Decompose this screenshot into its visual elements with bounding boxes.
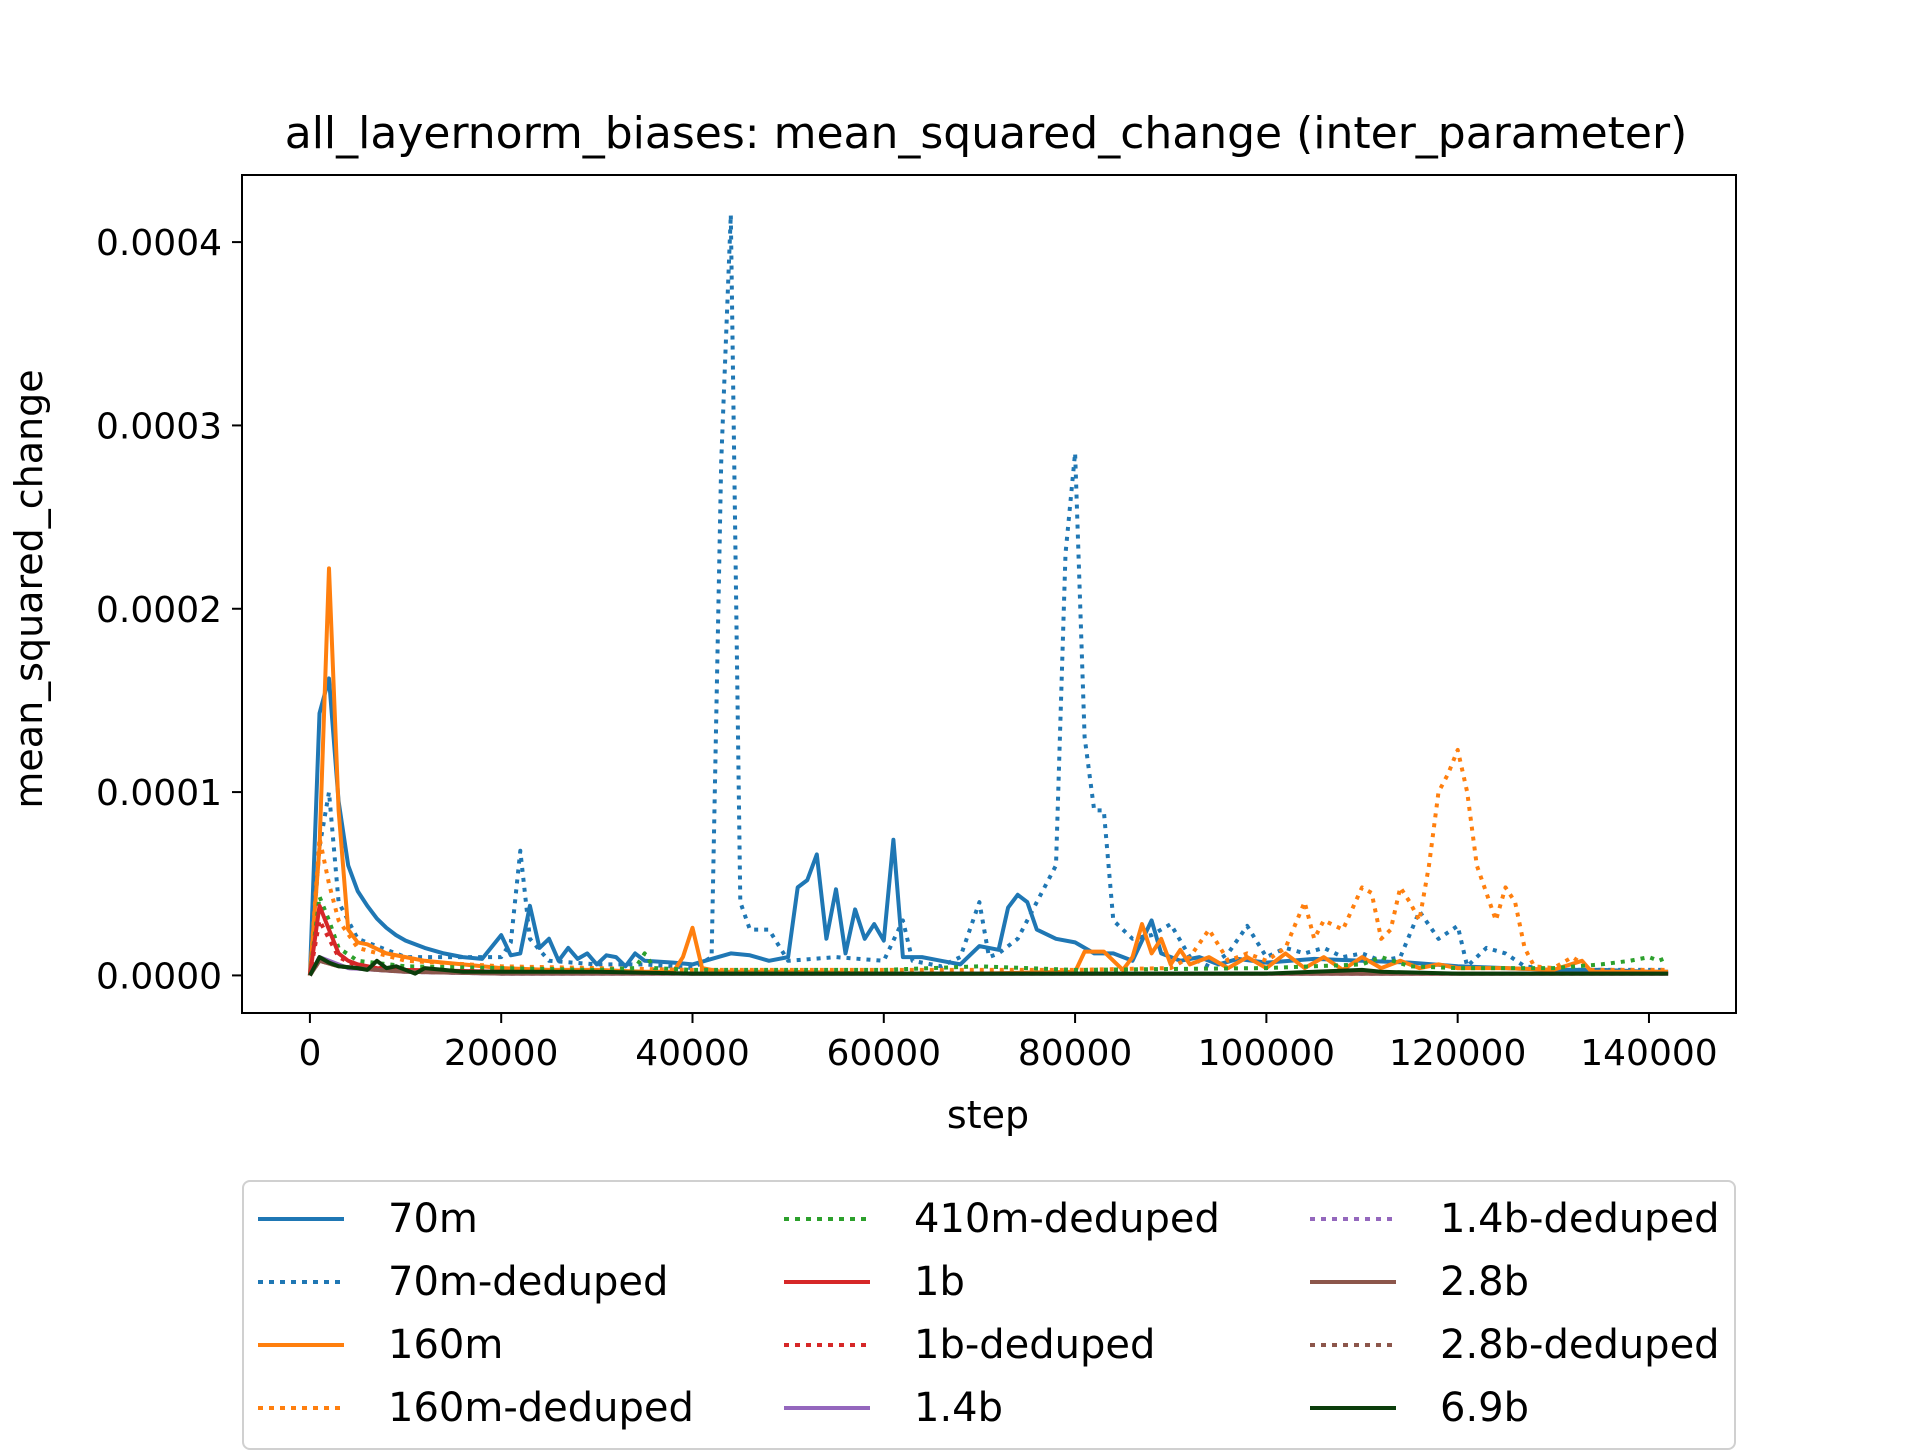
legend-swatch [258, 1406, 344, 1410]
x-tick-label: 60000 [827, 1033, 942, 1074]
series-line-1b-deduped [307, 918, 1669, 976]
legend-label: 1b [914, 1259, 965, 1305]
legend-label: 160m-deduped [388, 1385, 694, 1431]
series-line-160m [307, 566, 1669, 976]
legend-swatch [784, 1280, 870, 1284]
x-axis-label: step [947, 1093, 1029, 1137]
legend-swatch [784, 1406, 870, 1410]
legend-item: 160m [258, 1320, 503, 1370]
legend-swatch [258, 1217, 344, 1221]
x-tick-label: 120000 [1389, 1033, 1526, 1074]
x-tick-label: 0 [298, 1033, 321, 1074]
y-tick-label: 0.0001 [96, 773, 222, 814]
legend-label: 1.4b [914, 1385, 1004, 1431]
legend-item: 1.4b [784, 1383, 1003, 1433]
legend-swatch [784, 1343, 870, 1347]
legend-item: 6.9b [1310, 1383, 1529, 1433]
x-tick-label: 20000 [444, 1033, 559, 1074]
legend-label: 1.4b-deduped [1440, 1196, 1720, 1242]
legend-label: 160m [388, 1322, 504, 1368]
series-line-410m-deduped [307, 894, 1669, 976]
y-tick-label: 0.0000 [96, 956, 222, 997]
legend-item: 410m-deduped [784, 1194, 1220, 1244]
legend-swatch [1310, 1217, 1396, 1221]
legend-item: 1b-deduped [784, 1320, 1155, 1370]
legend-item: 1b [784, 1257, 965, 1307]
legend-label: 70m-deduped [388, 1259, 669, 1305]
legend-label: 2.8b [1440, 1259, 1530, 1305]
x-axis: 0 20000 40000 60000 80000 100000 120000 140000 [298, 1013, 1718, 1074]
legend-label: 2.8b-deduped [1440, 1322, 1720, 1368]
legend: 70m 70m-deduped 160m 160m-deduped 410m-dedup… [242, 1180, 1736, 1450]
legend-item: 70m [258, 1194, 478, 1244]
series-line-160m-deduped [307, 747, 1669, 976]
chart-title: all_layernorm_biases: mean_squared_chang… [285, 108, 1688, 159]
legend-label: 70m [388, 1196, 478, 1242]
legend-item: 2.8b-deduped [1310, 1320, 1720, 1370]
series-line-70m-deduped [307, 212, 1669, 976]
legend-item: 2.8b [1310, 1257, 1529, 1307]
legend-label: 410m-deduped [914, 1196, 1220, 1242]
y-tick-label: 0.0004 [96, 223, 222, 264]
series-layer [307, 212, 1669, 977]
legend-swatch [784, 1217, 870, 1221]
plot-frame [241, 174, 1737, 1014]
x-tick-label: 40000 [635, 1033, 750, 1074]
x-tick-label: 80000 [1018, 1033, 1133, 1074]
x-tick-label: 100000 [1198, 1033, 1335, 1074]
y-tick-label: 0.0003 [96, 406, 222, 447]
y-axis-label: mean_squared_change [7, 369, 51, 808]
legend-label: 1b-deduped [914, 1322, 1156, 1368]
series-line-70m [307, 676, 1669, 976]
legend-swatch [1310, 1343, 1396, 1347]
legend-swatch [258, 1343, 344, 1347]
legend-item: 160m-deduped [258, 1383, 694, 1433]
y-tick-label: 0.0002 [96, 590, 222, 631]
x-tick-label: 140000 [1580, 1033, 1717, 1074]
y-axis: 0.0000 0.0001 0.0002 0.0003 0.0004 [96, 223, 242, 997]
legend-swatch [1310, 1280, 1396, 1284]
legend-item: 1.4b-deduped [1310, 1194, 1720, 1244]
legend-item: 70m-deduped [258, 1257, 668, 1307]
legend-swatch [1310, 1406, 1396, 1410]
series-line-6.9b [308, 955, 1669, 977]
legend-label: 6.9b [1440, 1385, 1530, 1431]
legend-swatch [258, 1280, 344, 1284]
